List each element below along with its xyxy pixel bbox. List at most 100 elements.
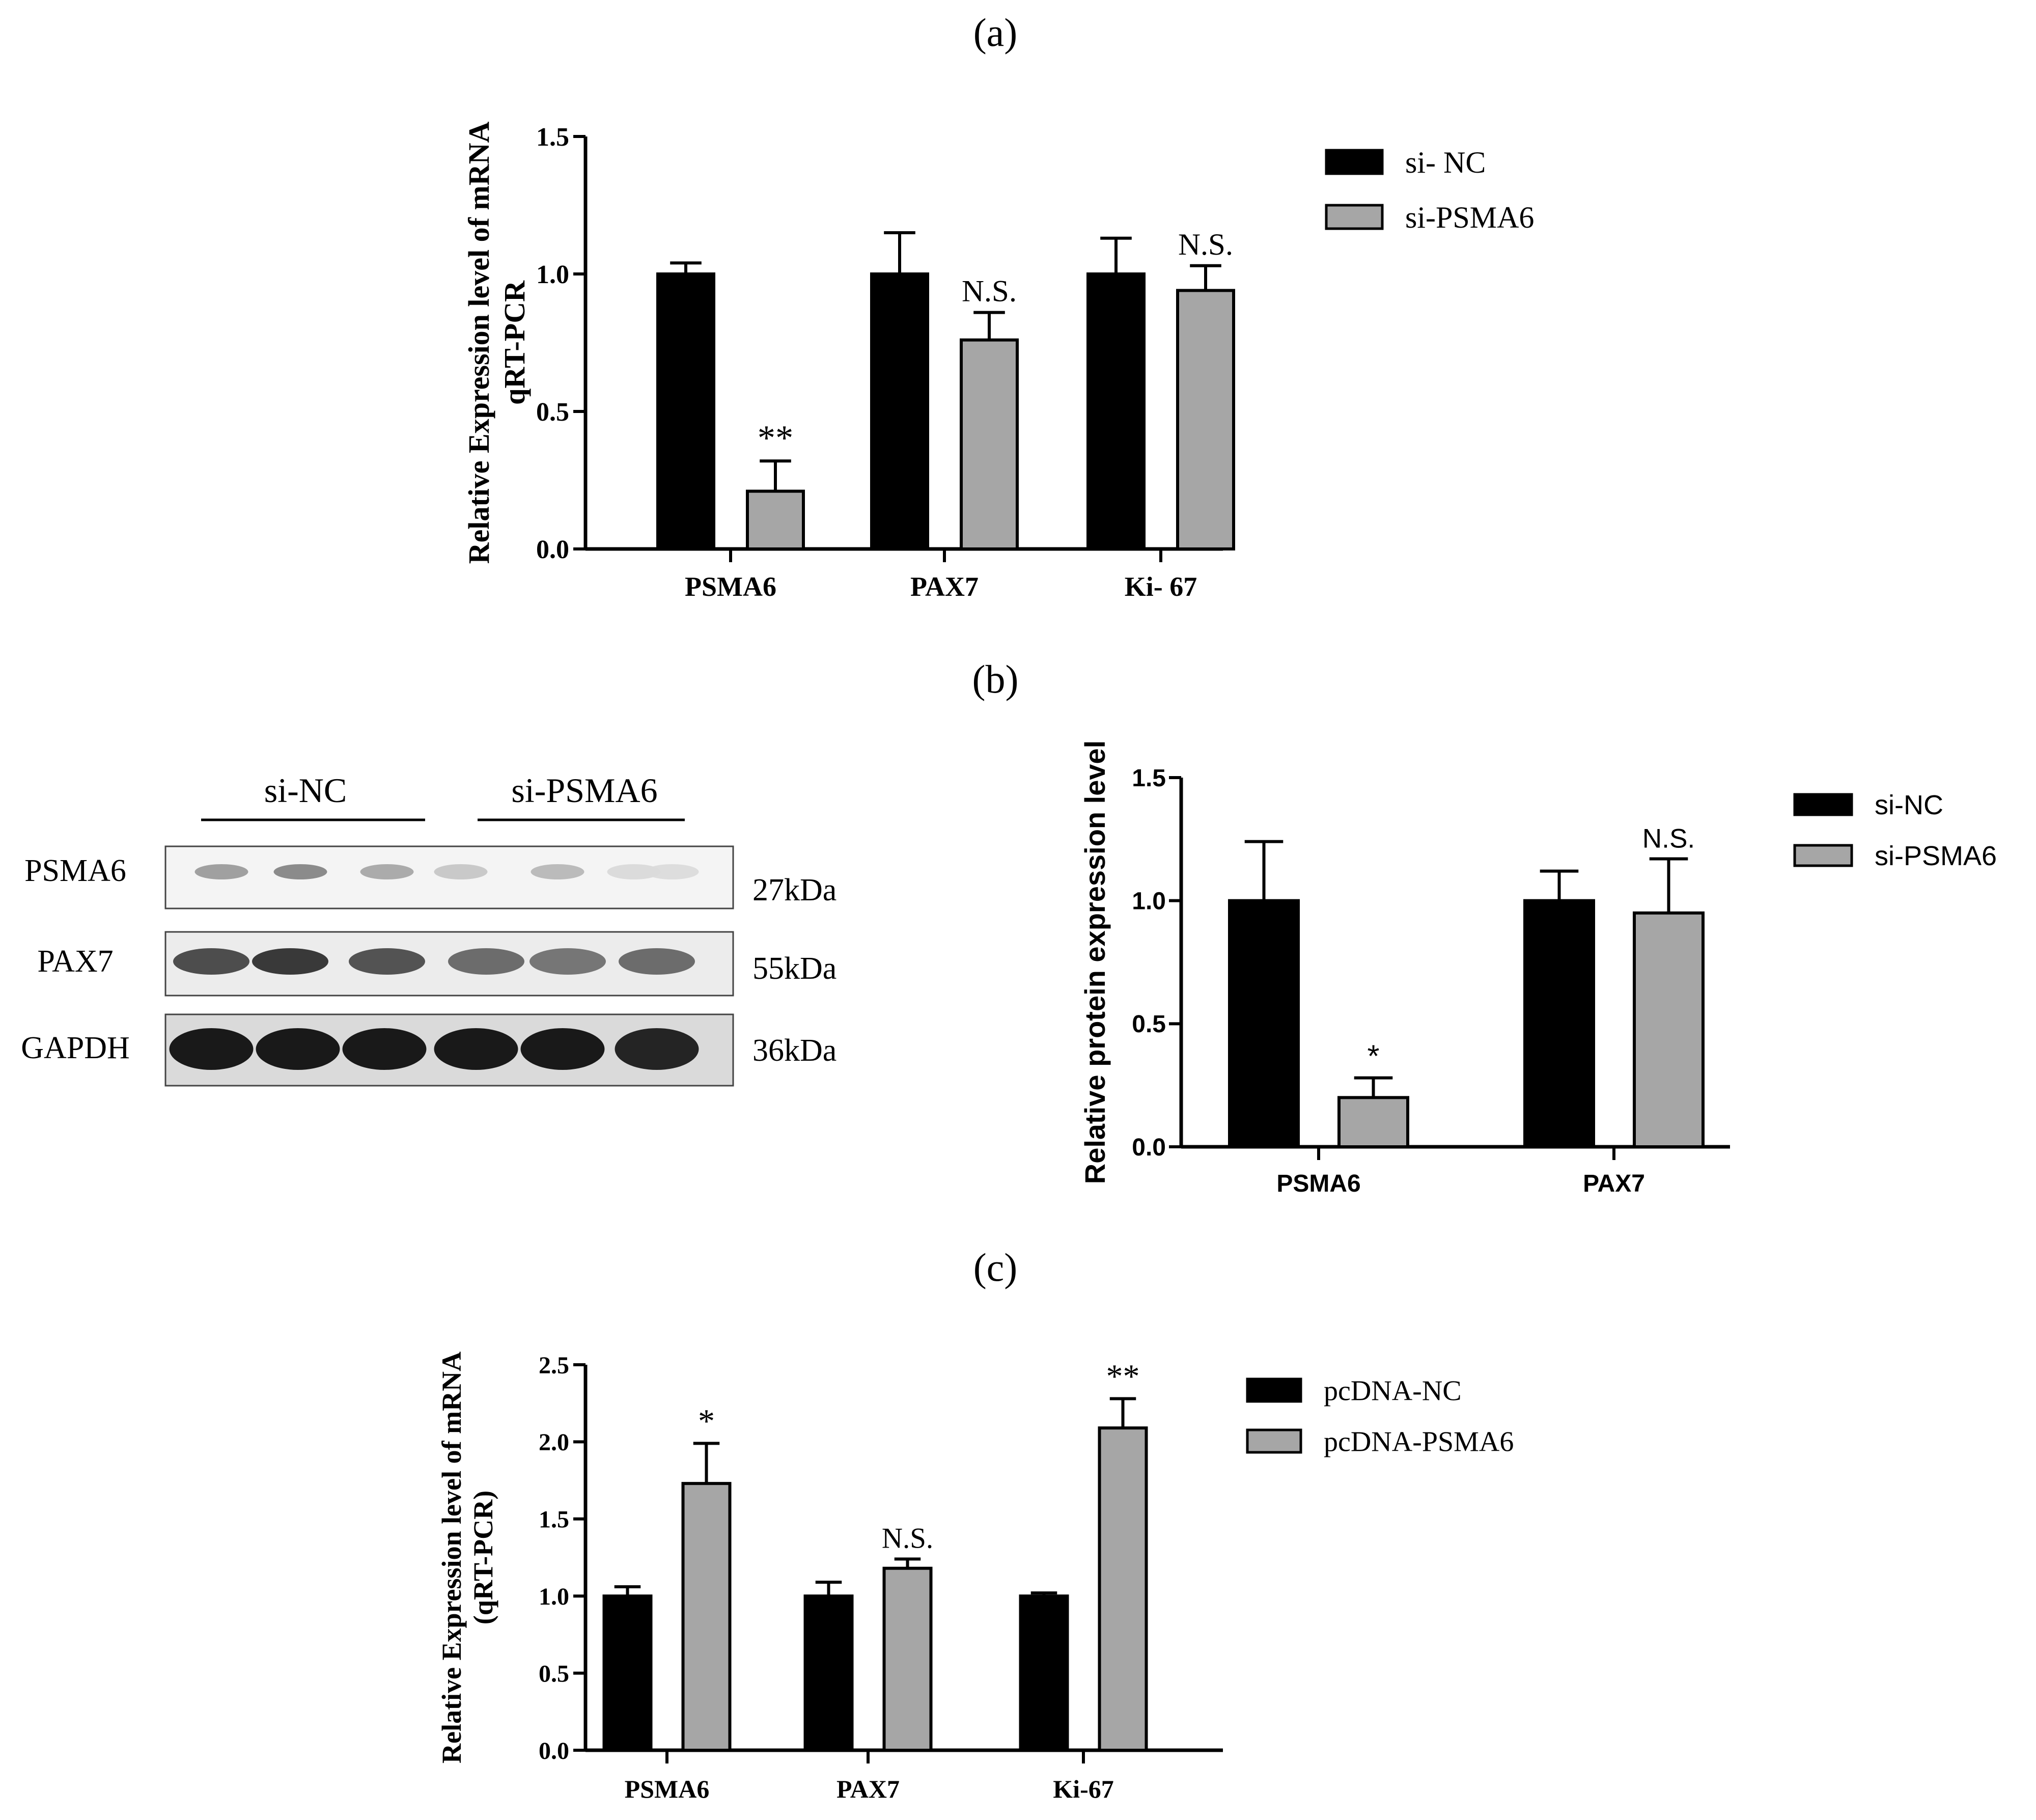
y-axis-label-c-1: (qRT-PCR) [468, 1491, 498, 1624]
y-axis-label-a-0: Relative Expression level of mRNA [462, 121, 495, 564]
legend-label-c-1: pcDNA-PSMA6 [1324, 1426, 1514, 1458]
chart-a: 0.0 0.5 1.0 1.5 Relative Expression level of… [462, 121, 1534, 602]
y-tick-label-b-0: 0.0 [1132, 1134, 1166, 1161]
legend-label-a-1: si-PSMA6 [1405, 201, 1534, 234]
significance-c-2: ** [1106, 1358, 1140, 1395]
blot-band-psma6-5 [607, 864, 661, 879]
blot-band-gapdh-4 [520, 1028, 605, 1070]
significance-c-0: * [698, 1402, 715, 1440]
legend-swatch-c-0 [1246, 1377, 1302, 1403]
x-tick-label-b-0: PSMA6 [1276, 1170, 1360, 1197]
x-tick-label-a-2: Ki- 67 [1125, 571, 1197, 602]
western-blot: si-NC si-PSMA6 PSMA6 PAX7 GAPDH 27kDa 55… [21, 771, 836, 1087]
y-axis-label-b-0: Relative protein expression level [1079, 740, 1111, 1184]
legend-label-b-0: si-NC [1875, 790, 1943, 820]
blot-band-pax7-3 [448, 948, 524, 975]
y-tick-label-c-3: 1.5 [539, 1506, 569, 1533]
bar-c-0-0 [602, 1594, 653, 1752]
bar-b-1-0 [1337, 1096, 1409, 1148]
significance-c-1: N.S. [882, 1523, 933, 1555]
bar-a-0-1 [870, 272, 929, 550]
blot-band-pax7-4 [529, 948, 606, 975]
blot-size-27kda: 27kDa [752, 873, 836, 907]
legend-label-b-1: si-PSMA6 [1875, 841, 1997, 871]
blot-row-label-psma6: PSMA6 [24, 853, 126, 888]
blot-band-psma6-4 [531, 864, 584, 879]
y-tick-label-b-3: 1.5 [1132, 765, 1166, 792]
blot-band-psma6-3 [434, 864, 488, 879]
blot-band-pax7-1 [252, 948, 328, 975]
legend-swatch-b-0 [1793, 793, 1853, 816]
x-tick-label-b-1: PAX7 [1583, 1170, 1645, 1197]
bar-a-0-2 [1086, 272, 1146, 550]
bar-a-1-1 [960, 338, 1019, 550]
y-tick-label-c-0: 0.0 [539, 1738, 569, 1764]
bar-b-1-1 [1633, 911, 1705, 1149]
bar-c-1-2 [1098, 1426, 1148, 1752]
blot-row-label-gapdh: GAPDH [21, 1031, 130, 1065]
chart-c: 0.0 0.5 1.0 1.5 2.0 2.5 Relative Expression le… [436, 1352, 1514, 1803]
x-tick-label-c-0: PSMA6 [625, 1775, 710, 1803]
bar-c-1-1 [882, 1566, 933, 1752]
blot-group-si-nc: si-NC [264, 771, 347, 810]
x-tick-label-a-1: PAX7 [910, 571, 979, 602]
panel-label-c: (c) [973, 1245, 1018, 1289]
blot-band-psma6-2 [360, 864, 414, 879]
legend-label-c-0: pcDNA-NC [1324, 1375, 1462, 1407]
blot-band-gapdh-2 [342, 1028, 427, 1070]
significance-a-0: ** [758, 418, 793, 458]
bar-c-0-1 [803, 1594, 854, 1752]
chart-b: 0.0 0.5 1.0 1.5 Relative protein expression … [1079, 740, 1997, 1197]
blot-group-si-psma6: si-PSMA6 [511, 771, 657, 810]
blot-row-label-pax7: PAX7 [37, 944, 113, 979]
blot-band-psma6-6 [645, 864, 699, 879]
legend-swatch-a-1 [1325, 204, 1384, 230]
bar-c-1-0 [681, 1482, 732, 1752]
bar-a-1-2 [1176, 289, 1235, 551]
panel-label-a: (a) [973, 10, 1018, 54]
legend-swatch-b-1 [1793, 844, 1853, 867]
blot-band-gapdh-0 [169, 1028, 254, 1070]
blot-band-gapdh-3 [434, 1028, 518, 1070]
y-tick-label-a-3: 1.5 [536, 123, 569, 152]
panel-label-b: (b) [972, 657, 1019, 701]
blot-band-gapdh-5 [615, 1028, 699, 1070]
y-tick-label-a-0: 0.0 [536, 535, 569, 564]
y-axis-label-a-1: qRT-PCR [498, 280, 531, 405]
blot-bands [169, 864, 699, 1070]
blot-band-psma6-1 [273, 864, 327, 879]
legend-label-a-0: si- NC [1405, 146, 1486, 179]
blot-size-55kda: 55kDa [752, 951, 836, 986]
bar-a-0-0 [656, 272, 715, 550]
bar-b-0-1 [1523, 899, 1595, 1148]
x-tick-label-c-1: PAX7 [836, 1775, 900, 1803]
blot-band-gapdh-1 [256, 1028, 340, 1070]
y-tick-label-b-2: 1.0 [1132, 888, 1166, 915]
y-tick-label-c-1: 0.5 [539, 1660, 569, 1687]
legend-swatch-a-0 [1325, 149, 1384, 175]
x-tick-label-a-0: PSMA6 [685, 571, 776, 602]
legend-swatch-c-1 [1246, 1428, 1302, 1454]
y-tick-label-b-1: 0.5 [1132, 1011, 1166, 1038]
blot-size-36kda: 36kDa [752, 1033, 836, 1068]
blot-band-pax7-2 [349, 948, 425, 975]
significance-a-1: N.S. [962, 274, 1017, 309]
blot-band-psma6-0 [194, 864, 248, 879]
blot-band-pax7-0 [173, 948, 249, 975]
significance-a-2: N.S. [1178, 228, 1233, 262]
significance-b-0: * [1368, 1039, 1380, 1074]
y-axis-label-c-0: Relative Expression level of mRNA [436, 1352, 467, 1763]
y-tick-label-c-2: 1.0 [539, 1583, 569, 1610]
x-tick-label-c-2: Ki-67 [1053, 1775, 1113, 1803]
y-tick-label-c-4: 2.0 [539, 1429, 569, 1456]
y-tick-label-c-5: 2.5 [539, 1352, 569, 1379]
y-tick-label-a-1: 0.5 [536, 398, 569, 427]
blot-band-pax7-5 [619, 948, 695, 975]
y-tick-label-a-2: 1.0 [536, 260, 569, 289]
bar-a-1-0 [746, 489, 805, 550]
bar-c-0-2 [1019, 1594, 1069, 1752]
significance-b-1: N.S. [1642, 824, 1695, 854]
bar-b-0-0 [1228, 899, 1300, 1148]
